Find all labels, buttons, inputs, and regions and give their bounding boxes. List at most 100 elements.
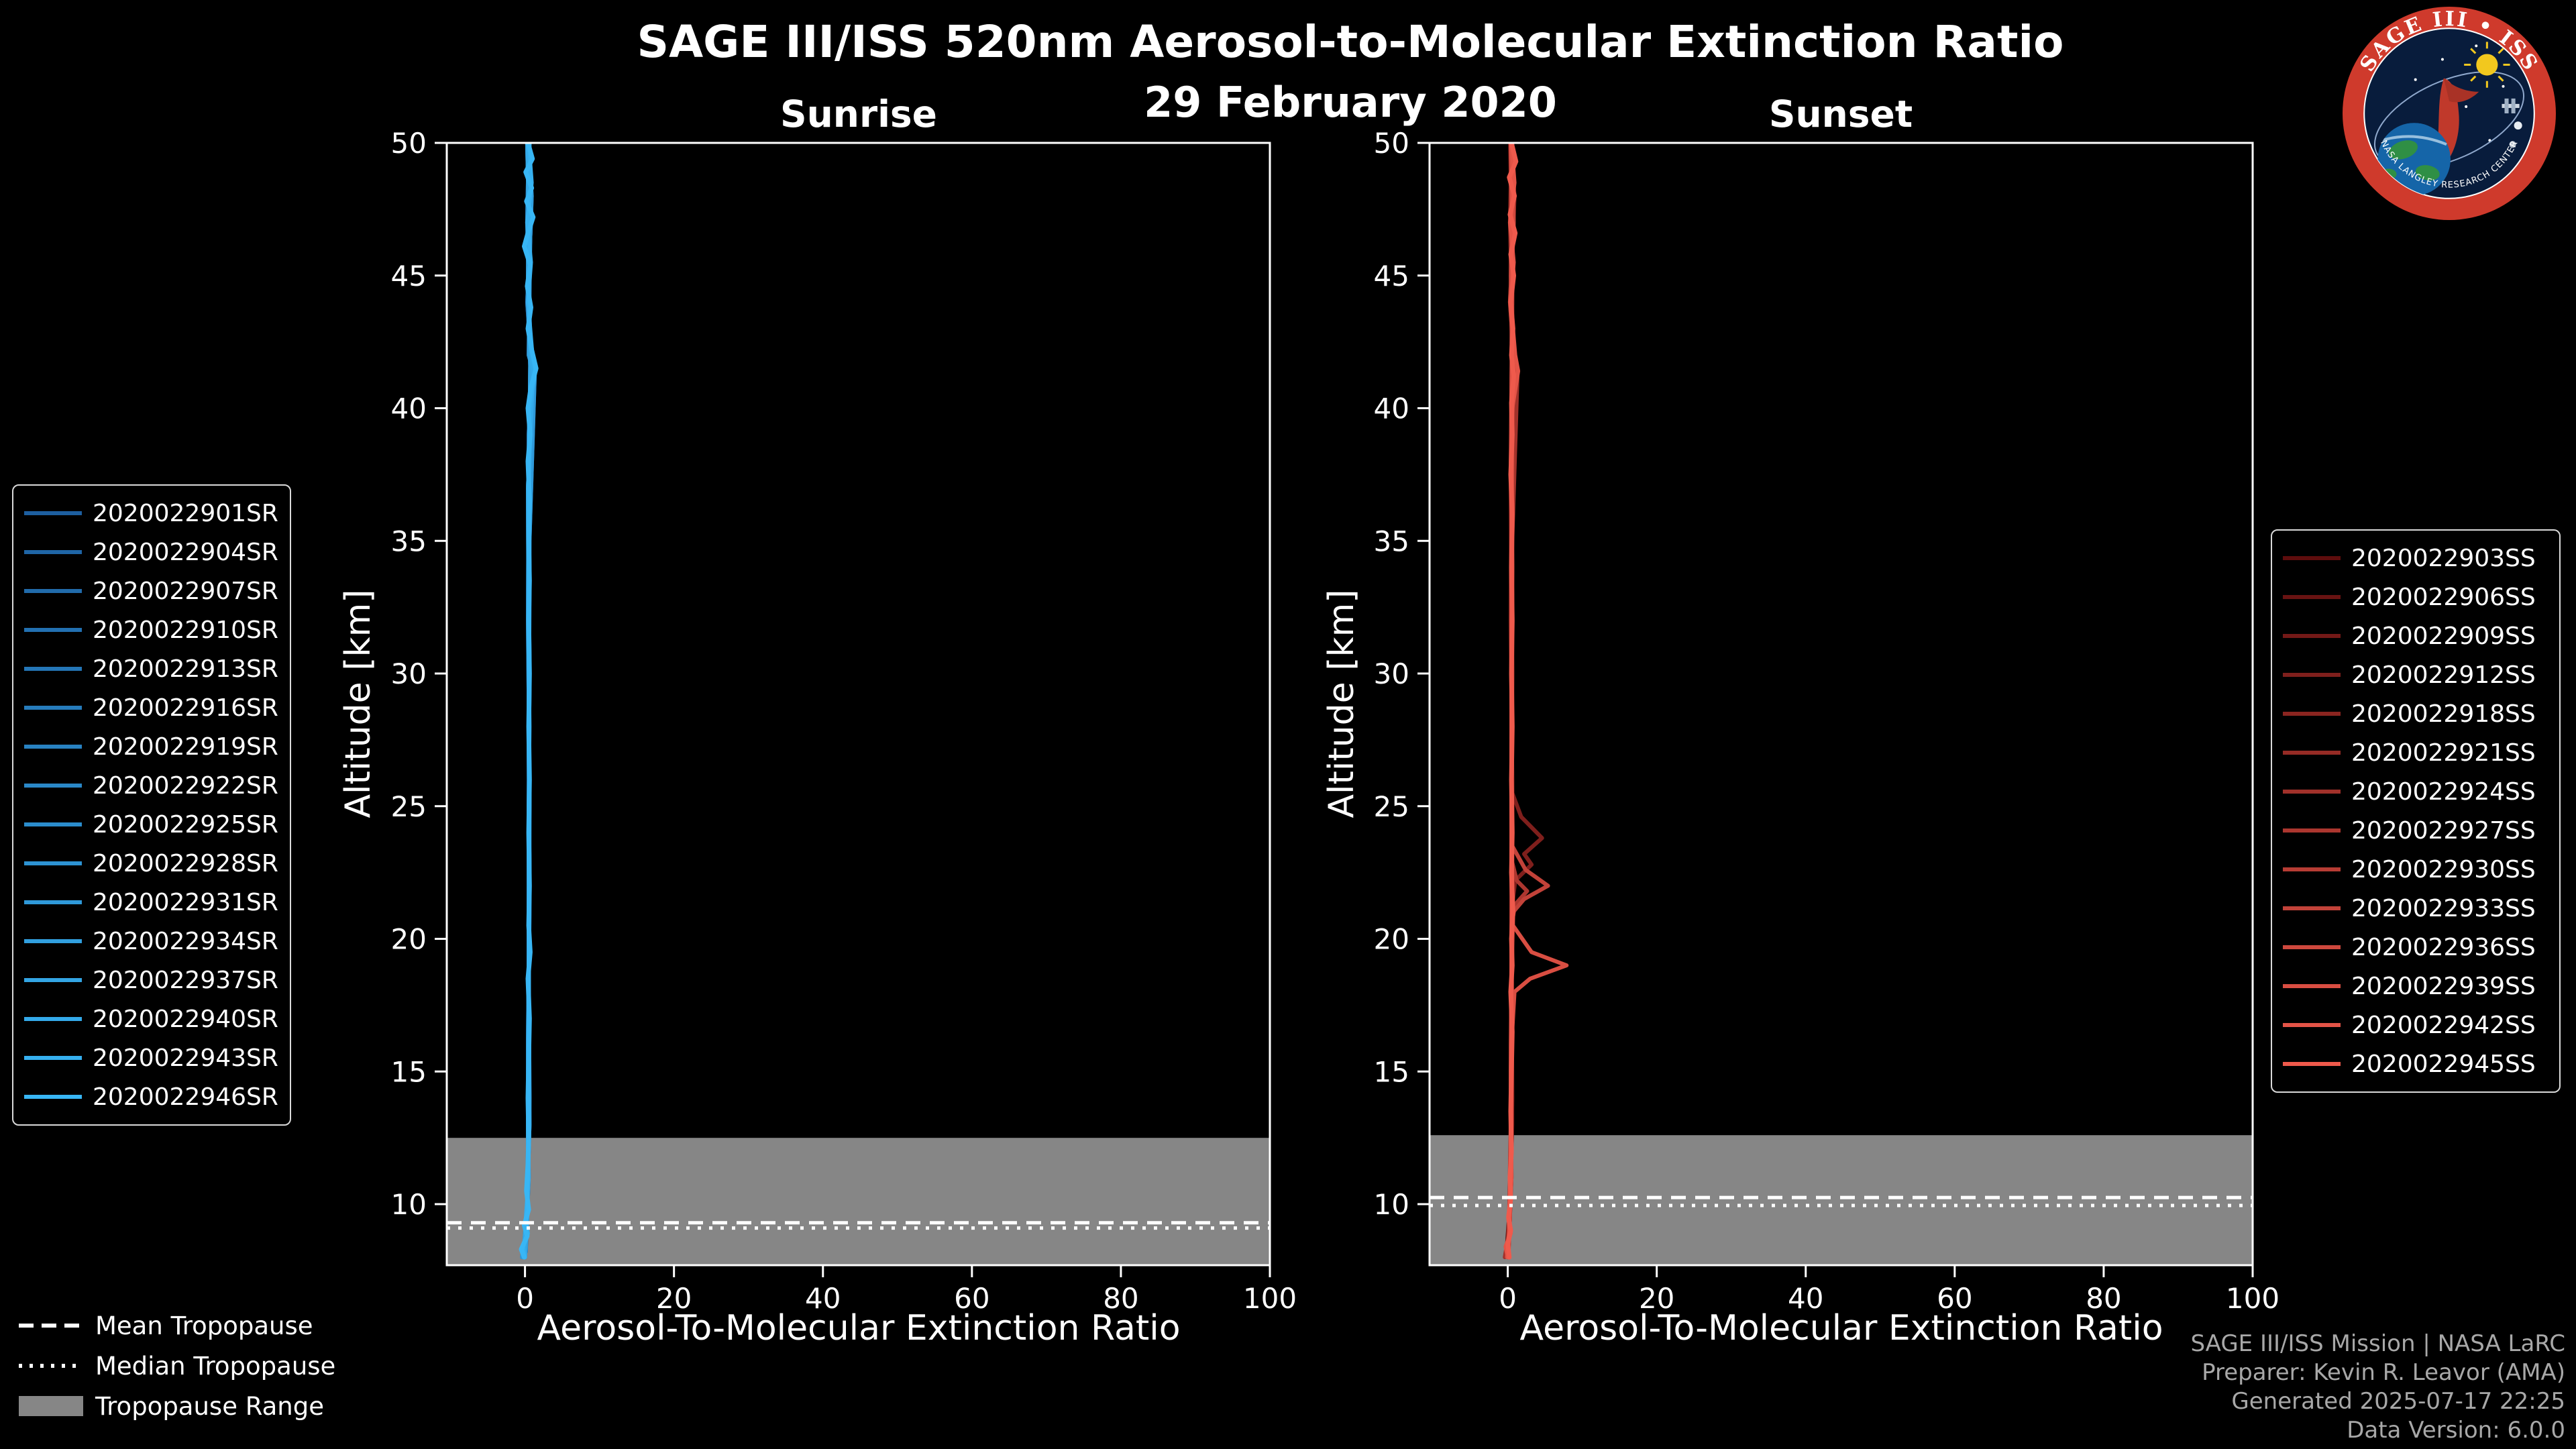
sage-iii-iss-mission-patch: SAGE III • ISS NASA LANGLEY RESEARCH CEN… [2343,7,2556,220]
legend-entry: 2020022924SS [2283,772,2548,811]
legend-entry: 2020022906SS [2283,578,2548,616]
legend-line-sample [2283,712,2341,716]
legend-line-sample [2283,828,2341,833]
legend-entry: 2020022936SS [2283,928,2548,967]
y-tick-label: 40 [1374,392,1409,425]
sunset-chart-svg: 0 20 40 60 80 100 10 15 20 25 30 35 40 45 50 [1374,127,2280,1315]
legend-line-sample [2283,867,2341,871]
x-tick-label: 20 [656,1282,692,1315]
x-tick-label: 100 [2226,1282,2279,1315]
y-tick-label: 35 [391,525,427,557]
legend-line-sample [24,1017,82,1021]
legend-entry: 2020022918SS [2283,694,2548,733]
legend-label: 2020022925SR [93,810,278,839]
legend-line-sample [24,511,82,515]
legend-entry: 2020022903SS [2283,539,2548,578]
legend-label: 2020022936SS [2351,933,2536,961]
legend-label: 2020022916SR [93,694,278,722]
legend-label: 2020022930SS [2351,855,2536,883]
legend-label: 2020022924SS [2351,777,2536,806]
mean-tropopause-label: Mean Tropopause [95,1311,313,1340]
legend-label: 2020022928SR [93,849,278,877]
legend-line-sample [2283,634,2341,638]
y-tick-label: 10 [391,1188,427,1221]
credit-generated: Generated 2025-07-17 22:25 [2231,1388,2565,1415]
x-tick-label: 60 [954,1282,989,1315]
legend-line-sample [24,628,82,632]
legend-entry: 2020022904SR [24,533,279,572]
legend-line-sample [24,939,82,943]
tropopause-legend: Mean Tropopause Median Tropopause Tropop… [19,1311,336,1421]
gray-patch-sample [19,1396,83,1416]
y-tick-label: 50 [1374,127,1409,160]
legend-line-sample [2283,945,2341,949]
legend-label: 2020022942SS [2351,1011,2536,1039]
legend-label: 2020022918SS [2351,700,2536,728]
legend-entry: 2020022945SS [2283,1044,2548,1083]
x-tick-label: 40 [1788,1282,1823,1315]
x-tick-label: 80 [1103,1282,1138,1315]
x-tick-label: 0 [1499,1282,1517,1315]
legend-line-sample [2283,751,2341,755]
legend-entry: 2020022925SR [24,805,279,844]
legend-entry: 2020022939SS [2283,967,2548,1006]
legend-label: 2020022937SR [93,966,278,994]
legend-label: 2020022909SS [2351,622,2536,650]
median-tropopause-label: Median Tropopause [95,1351,336,1381]
legend-label: 2020022933SS [2351,894,2536,922]
moon-icon [2514,121,2522,130]
plot-frame [445,142,1271,1267]
sunset-y-axis-label: Altitude [km] [1322,589,1362,818]
legend-line-sample [2283,1023,2341,1027]
y-tick-label: 25 [391,790,427,823]
sunrise-chart-svg: 0 20 40 60 80 100 10 15 20 25 30 35 40 45 50 [391,127,1297,1315]
sunset-plot-area: 0 20 40 60 80 100 10 15 20 25 30 35 40 45 50 [1374,127,2280,1315]
series-line-2020022946SR [519,143,539,1260]
y-tick-label: 45 [1374,260,1409,292]
y-tick-label: 30 [1374,657,1409,690]
legend-entry: 2020022901SR [24,494,279,533]
legend-label: 2020022912SS [2351,661,2536,689]
legend-label: 2020022946SR [93,1083,278,1111]
legend-line-sample [24,550,82,554]
legend-label: 2020022927SS [2351,816,2536,845]
credit-mission: SAGE III/ISS Mission | NASA LaRC [2190,1330,2565,1357]
legend-entry: 2020022922SR [24,766,279,805]
legend-line-sample [2283,906,2341,910]
legend-line-sample [24,900,82,904]
y-tick-label: 10 [1374,1188,1409,1221]
legend-line-sample [2283,1062,2341,1066]
sun-icon [2476,54,2498,76]
legend-entry: 2020022946SR [24,1077,279,1116]
median-tropopause-legend-entry: Median Tropopause [19,1351,336,1381]
x-tick-label: 40 [805,1282,841,1315]
y-tick-label: 30 [391,657,427,690]
legend-label: 2020022931SR [93,888,278,916]
legend-entry: 2020022934SR [24,922,279,961]
legend-line-sample [24,1056,82,1060]
credit-preparer: Preparer: Kevin R. Leavor (AMA) [2202,1359,2565,1386]
series-line-2020022939SS [1505,143,1569,1260]
legend-label: 2020022913SR [93,655,278,683]
iss-icon [2502,98,2520,113]
mean-tropopause-legend-entry: Mean Tropopause [19,1311,335,1340]
legend-line-sample [24,745,82,749]
legend-entry: 2020022921SS [2283,733,2548,772]
legend-line-sample [2283,673,2341,677]
y-tick-label: 50 [391,127,427,160]
x-tick-label: 20 [1639,1282,1674,1315]
orbit-arc [2373,71,2525,170]
series-line-2020022933SS [1506,143,1550,1257]
legend-entry: 2020022912SS [2283,655,2548,694]
y-tick-label: 45 [391,260,427,292]
y-tick-label: 35 [1374,525,1409,557]
credit-data-version: Data Version: 6.0.0 [2347,1417,2565,1444]
tropopause-range-band [447,1138,1270,1265]
y-tick-label: 40 [391,392,427,425]
legend-entry: 2020022919SR [24,727,279,766]
legend-label: 2020022904SR [93,538,278,566]
sunrise-plot-area: 0 20 40 60 80 100 10 15 20 25 30 35 40 45 50 [391,127,1297,1315]
legend-line-sample [24,667,82,671]
tropopause-range-label: Tropopause Range [95,1391,325,1421]
legend-entry: 2020022928SR [24,844,279,883]
